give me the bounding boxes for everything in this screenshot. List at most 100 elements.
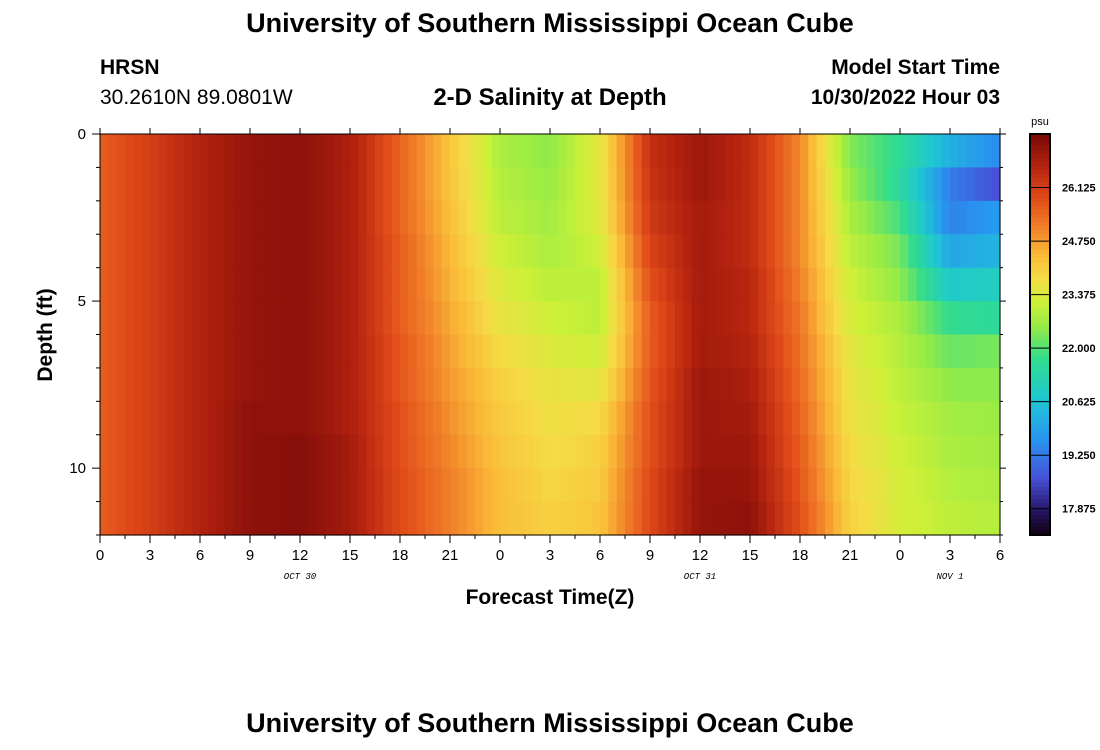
heatmap-cell bbox=[433, 167, 443, 202]
heatmap-cell bbox=[491, 334, 501, 369]
heatmap-cell bbox=[525, 334, 534, 369]
heatmap-cell bbox=[150, 267, 159, 302]
heatmap-cell bbox=[191, 334, 201, 369]
heatmap-cell bbox=[325, 267, 334, 302]
heatmap-cell bbox=[950, 501, 959, 536]
heatmap-cell bbox=[658, 134, 668, 169]
heatmap-cell bbox=[375, 167, 384, 202]
heatmap-cell bbox=[108, 501, 118, 536]
heatmap-cell bbox=[725, 468, 734, 503]
heatmap-cell bbox=[975, 401, 984, 436]
heatmap-cell bbox=[816, 501, 826, 536]
heatmap-cell bbox=[133, 167, 143, 202]
colorbar-segment bbox=[1030, 374, 1050, 380]
heatmap-cell bbox=[650, 367, 659, 402]
heatmap-cell bbox=[583, 468, 593, 503]
heatmap-cell bbox=[175, 234, 184, 269]
heatmap-cell bbox=[775, 234, 784, 269]
heatmap-cell bbox=[775, 468, 784, 503]
colorbar-segment bbox=[1030, 234, 1050, 239]
heatmap-cell bbox=[841, 367, 851, 402]
heatmap-cell bbox=[741, 434, 751, 469]
heatmap-cell bbox=[491, 234, 501, 269]
heatmap-cell bbox=[133, 367, 143, 402]
heatmap-cell bbox=[466, 267, 476, 302]
heatmap-cell bbox=[308, 468, 318, 503]
heatmap-cell bbox=[941, 234, 951, 269]
heatmap-cell bbox=[608, 134, 618, 169]
heatmap-cell bbox=[825, 234, 834, 269]
heatmap-cell bbox=[716, 134, 726, 169]
heatmap-cell bbox=[541, 267, 551, 302]
heatmap-cell bbox=[916, 334, 926, 369]
heatmap-cell bbox=[216, 434, 226, 469]
heatmap-cell bbox=[358, 501, 368, 536]
heatmap-cell bbox=[458, 267, 468, 302]
heatmap-cell bbox=[100, 468, 109, 503]
heatmap-cell bbox=[841, 334, 851, 369]
colorbar-segment bbox=[1030, 290, 1050, 295]
heatmap-cell bbox=[141, 434, 151, 469]
heatmap-cell bbox=[216, 301, 226, 336]
heatmap-cell bbox=[691, 401, 701, 436]
heatmap-cell bbox=[416, 401, 426, 436]
heatmap-cell bbox=[408, 401, 418, 436]
heatmap-cell bbox=[533, 334, 543, 369]
heatmap-cell bbox=[650, 401, 659, 436]
heatmap-cell bbox=[508, 200, 518, 235]
heatmap-cell bbox=[750, 134, 759, 169]
heatmap-cell bbox=[375, 134, 384, 169]
heatmap-cell bbox=[333, 301, 343, 336]
heatmap-cell bbox=[108, 267, 118, 302]
colorbar-segment bbox=[1030, 286, 1050, 291]
heatmap-cell bbox=[608, 167, 618, 202]
heatmap-cell bbox=[333, 468, 343, 503]
heatmap-cell bbox=[783, 501, 793, 536]
heatmap-cell bbox=[225, 501, 234, 536]
colorbar-segment bbox=[1030, 238, 1050, 243]
colorbar-segment bbox=[1030, 482, 1050, 488]
heatmap-cell bbox=[625, 334, 634, 369]
heatmap-cell bbox=[391, 501, 401, 536]
heatmap-cell bbox=[200, 234, 209, 269]
colorbar-tick-label: 26.125 bbox=[1062, 183, 1096, 195]
heatmap-cell bbox=[366, 367, 376, 402]
heatmap-cell bbox=[775, 167, 784, 202]
heatmap-cell bbox=[675, 134, 684, 169]
colorbar-segment bbox=[1030, 142, 1050, 147]
heatmap-cell bbox=[566, 134, 576, 169]
heatmap-cell bbox=[683, 367, 693, 402]
heatmap-cell bbox=[450, 334, 459, 369]
heatmap-cell bbox=[816, 134, 826, 169]
heatmap-cell bbox=[675, 501, 684, 536]
heatmap-cell bbox=[275, 267, 284, 302]
heatmap-cell bbox=[875, 301, 884, 336]
heatmap-cell bbox=[983, 501, 993, 536]
heatmap-cell bbox=[133, 401, 143, 436]
heatmap-cell bbox=[516, 167, 526, 202]
heatmap-cell bbox=[583, 501, 593, 536]
heatmap-cell bbox=[650, 434, 659, 469]
heatmap-cell bbox=[591, 267, 601, 302]
heatmap-cell bbox=[400, 267, 409, 302]
heatmap-cell bbox=[350, 367, 359, 402]
heatmap-cell bbox=[291, 367, 301, 402]
heatmap-cell bbox=[366, 301, 376, 336]
heatmap-cell bbox=[466, 200, 476, 235]
heatmap-cell bbox=[325, 134, 334, 169]
heatmap-cell bbox=[125, 200, 134, 235]
heatmap-cell bbox=[225, 301, 234, 336]
heatmap-cell bbox=[908, 200, 918, 235]
heatmap-cell bbox=[208, 234, 218, 269]
heatmap-cell bbox=[533, 200, 543, 235]
heatmap-cell bbox=[500, 134, 509, 169]
heatmap-cell bbox=[158, 434, 168, 469]
heatmap-cell bbox=[400, 301, 409, 336]
heatmap-cell bbox=[458, 334, 468, 369]
heatmap-cell bbox=[316, 401, 326, 436]
heatmap-cell bbox=[900, 200, 909, 235]
colorbar-segment bbox=[1030, 298, 1050, 303]
heatmap-cell bbox=[400, 200, 409, 235]
heatmap-cell bbox=[700, 401, 709, 436]
heatmap-cell bbox=[158, 267, 168, 302]
